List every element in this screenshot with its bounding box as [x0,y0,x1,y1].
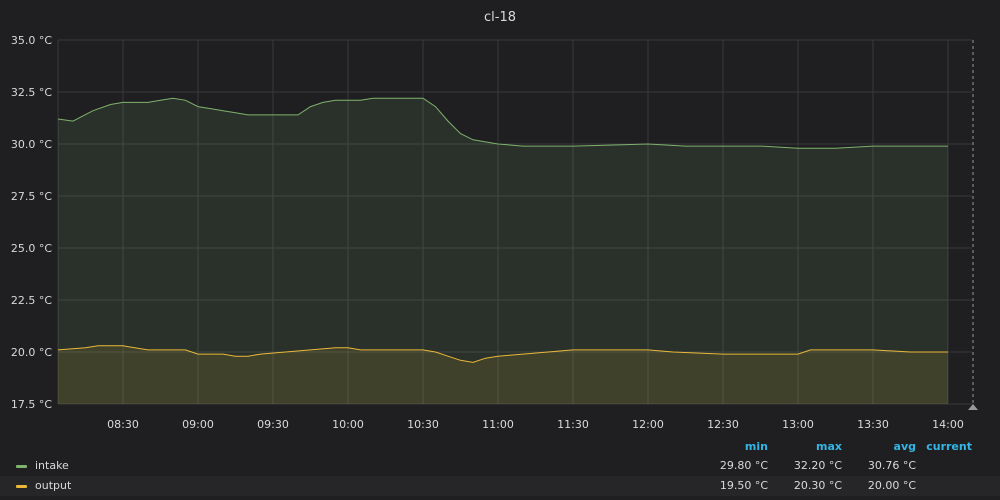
x-tick-label: 08:30 [107,418,139,430]
x-tick-label: 09:00 [182,418,214,430]
chart-lines [57,97,948,363]
legend-row-output[interactable]: output 19.50 °C 20.30 °C 20.00 °C [0,476,1000,496]
legend-avg-value: 30.76 °C [867,459,916,472]
temperature-chart: 35.0 °C 32.5 °C 30.0 °C 27.5 °C 25.0 °C 22.5 … [11,34,978,430]
x-tick-label: 11:30 [557,418,589,430]
x-tick-label: 13:00 [782,418,814,430]
legend-min-value: 19.50 °C [719,479,768,492]
y-tick-label: 25.0 °C [11,242,52,255]
y-tick-label: 27.5 °C [11,190,52,203]
x-axis: 08:30 09:00 09:30 10:00 10:30 11:00 11:30 12:00… [107,418,964,430]
line-intake[interactable] [57,97,948,149]
now-marker-triangle-icon[interactable] [968,404,978,410]
area-intake [58,98,948,404]
legend-max-value: 20.30 °C [793,479,842,492]
x-tick-label: 13:30 [857,418,889,430]
legend-max-value: 32.20 °C [793,459,842,472]
area-output [58,345,948,404]
x-tick-label: 12:00 [632,418,664,430]
y-tick-label: 22.5 °C [11,294,52,307]
y-tick-label: 17.5 °C [11,398,52,411]
x-tick-label: 10:30 [407,418,439,430]
legend-header-current[interactable]: current [926,440,972,453]
legend-avg-value: 20.00 °C [867,479,916,492]
y-tick-label: 35.0 °C [11,34,52,47]
legend-swatch-intake[interactable] [16,465,27,468]
x-tick-label: 10:00 [332,418,364,430]
legend-series-name[interactable]: intake [35,459,69,472]
y-tick-label: 32.5 °C [11,86,52,99]
x-tick-label: 12:30 [707,418,739,430]
legend-header-min[interactable]: min [744,440,768,453]
legend-row-intake[interactable]: intake 29.80 °C 32.20 °C 30.76 °C [0,456,1000,476]
legend-header-max[interactable]: max [816,440,842,453]
legend-swatch-output[interactable] [16,485,27,488]
panel-title[interactable]: cl-18 [484,10,516,25]
y-tick-label: 30.0 °C [11,138,52,151]
chart-areas [58,98,948,404]
x-tick-label: 11:00 [482,418,514,430]
chart-grid [57,39,972,405]
x-tick-label: 14:00 [932,418,964,430]
legend-series-name[interactable]: output [35,479,72,492]
y-tick-label: 20.0 °C [11,346,52,359]
x-tick-label: 09:30 [257,418,289,430]
line-output[interactable] [57,345,948,363]
legend-header-avg[interactable]: avg [893,440,916,453]
legend-min-value: 29.80 °C [719,459,768,472]
y-axis: 35.0 °C 32.5 °C 30.0 °C 27.5 °C 25.0 °C 22.5 … [11,34,52,411]
